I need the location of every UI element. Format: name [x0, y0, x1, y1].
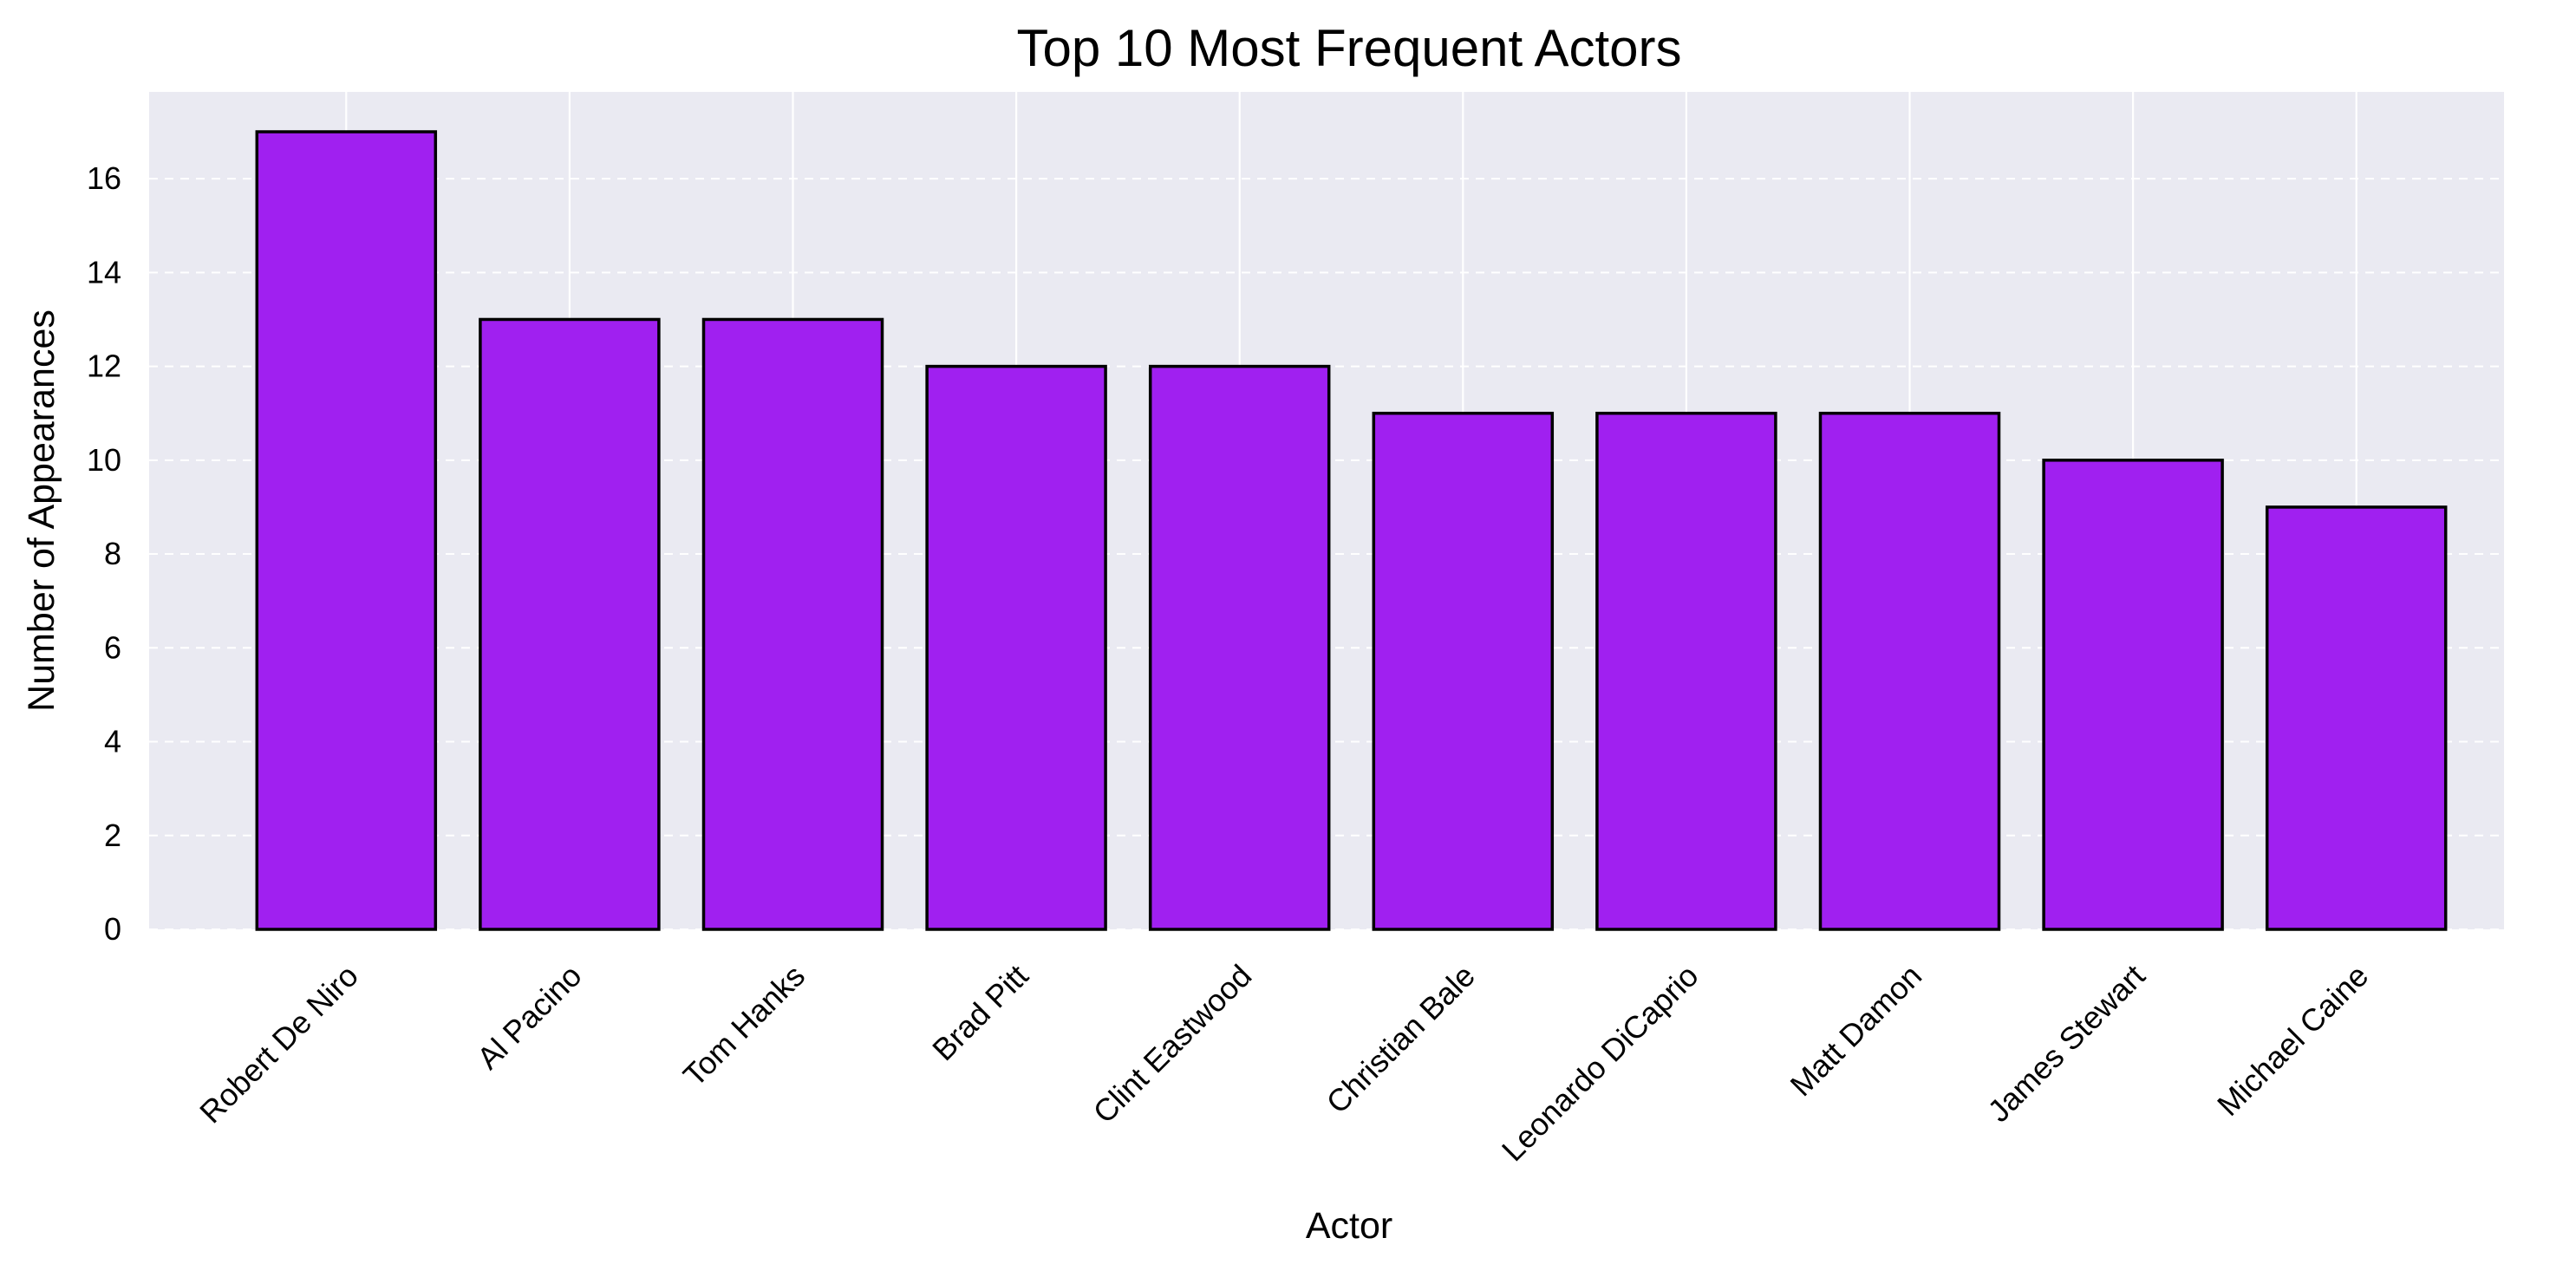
bar: [701, 317, 884, 931]
x-axis-label: Actor: [1306, 1205, 1392, 1247]
bar: [2265, 505, 2448, 931]
y-tick-label: 4: [104, 724, 121, 759]
y-tick-labels: 0 2 4 6 8 10 12 14 16: [87, 160, 121, 947]
y-tick-label: 14: [87, 254, 121, 290]
y-tick-label: 2: [104, 818, 121, 853]
bar: [479, 317, 661, 931]
y-tick-label: 12: [87, 349, 121, 384]
bar: [925, 364, 1107, 931]
y-tick-label: 16: [87, 160, 121, 196]
bar: [255, 130, 438, 931]
y-tick-label: 0: [104, 911, 121, 947]
bar: [2042, 459, 2224, 931]
y-tick-label: 10: [87, 442, 121, 478]
bar: [1148, 364, 1331, 931]
bar: [1595, 411, 1777, 931]
bars: [255, 130, 2448, 931]
y-axis-label: Number of Appearances: [21, 309, 62, 712]
y-tick-label: 6: [104, 629, 121, 665]
bar: [1372, 411, 1555, 931]
chart-title: Top 10 Most Frequent Actors: [1016, 19, 1681, 77]
y-tick-label: 8: [104, 536, 121, 571]
bar: [1818, 411, 2001, 931]
